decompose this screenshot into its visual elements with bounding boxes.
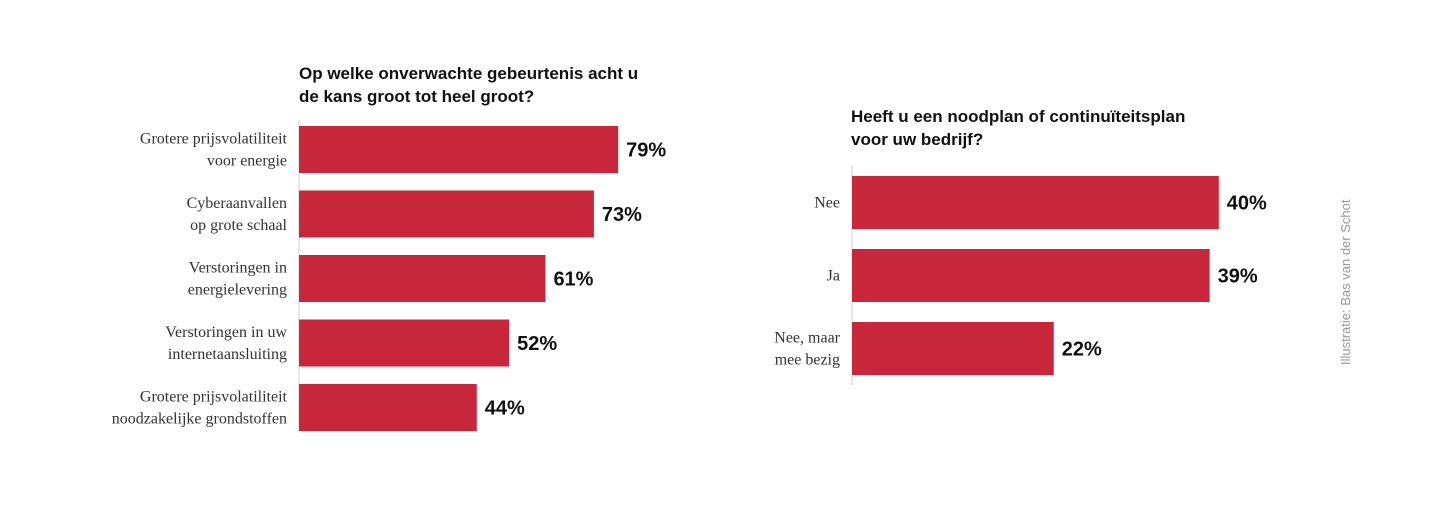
chart-2-title-line-2: voor uw bedrijf?	[851, 130, 984, 149]
chart-2-emergency-plan: 40% Nee 39% Ja 22% Nee, maar mee bezig	[774, 165, 1267, 385]
chart-1-category-label-1-line-1: Grotere prijsvolatiliteit	[140, 131, 288, 148]
chart-2-bar-1	[852, 176, 1219, 229]
chart-2-category-label-3-line-2: mee bezig	[775, 352, 840, 369]
illustration-credit: Illustratie: Bas van der Schot	[1338, 199, 1353, 365]
chart-1-category-label-4-line-1: Verstoringen in uw	[165, 324, 287, 341]
chart-1-value-label-2: 73%	[602, 204, 642, 226]
chart-1-bar-1	[299, 126, 619, 173]
chart-1-bar-5	[299, 384, 477, 431]
chart-1-category-label-5-line-2: noodzakelijke grondstoffen	[112, 411, 287, 428]
chart-1-category-label-2-line-1: Cyberaanvallen	[187, 195, 287, 212]
chart-1-category-label-5-line-1: Grotere prijsvolatiliteit	[140, 389, 288, 406]
chart-1-bar-2	[299, 190, 594, 238]
chart-1-bar-3	[299, 255, 546, 302]
chart-1-value-label-1: 79%	[626, 140, 666, 162]
chart-2-title-line-1: Heeft u een noodplan of continuïteitspla…	[851, 107, 1186, 126]
chart-1-category-label-3-line-1: Verstoringen in	[189, 260, 287, 277]
chart-2-value-label-2: 39%	[1218, 266, 1258, 288]
chart-2-value-label-1: 40%	[1227, 193, 1267, 215]
chart-1-category-label-2-line-2: op grote schaal	[190, 217, 287, 234]
chart-2-title: Heeft u een noodplan of continuïteitspla…	[851, 105, 1271, 151]
chart-2-bar-3	[852, 322, 1054, 375]
chart-1-title-line-2: de kans groot tot heel groot?	[299, 87, 535, 106]
chart-1-value-label-3: 61%	[553, 269, 593, 291]
chart-2-category-label-3-line-1: Nee, maar	[774, 330, 840, 347]
chart-1-category-label-4-line-2: internetaansluiting	[168, 346, 287, 363]
chart-1-category-label-1-line-2: voor energie	[207, 153, 287, 170]
chart-2-value-label-3: 22%	[1062, 339, 1102, 361]
chart-1-unexpected-events: 79% Grotere prijsvolatiliteit voor energie…	[112, 120, 666, 432]
chart-2-category-label-1-line-1: Nee	[814, 195, 840, 212]
chart-2-bar-2	[852, 249, 1210, 302]
chart-1-bar-4	[299, 319, 510, 367]
chart-1-value-label-4: 52%	[517, 333, 557, 355]
chart-1-category-label-3-line-2: energielevering	[188, 282, 287, 299]
chart-1-title: Op welke onverwachte gebeurtenis acht u …	[299, 62, 699, 108]
chart-1-title-line-1: Op welke onverwachte gebeurtenis acht u	[299, 64, 639, 83]
chart-2-category-label-2-line-1: Ja	[827, 268, 840, 285]
chart-1-value-label-5: 44%	[485, 398, 525, 420]
